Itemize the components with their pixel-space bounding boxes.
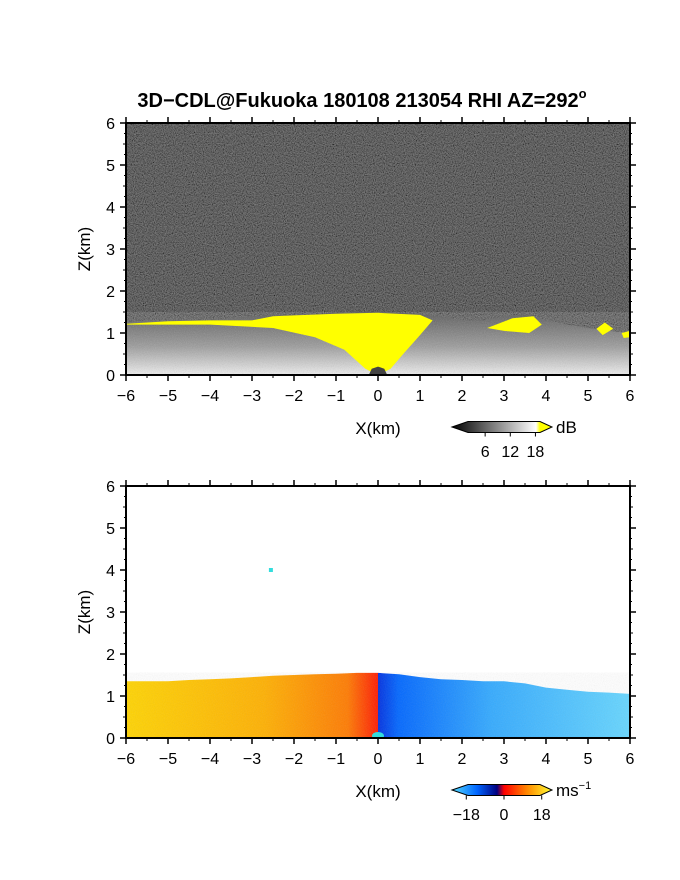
snr-saturated-patch	[621, 330, 630, 338]
snr-colorbar-tick-label: 12	[501, 444, 519, 461]
velocity-x-tick-label: 0	[374, 751, 383, 768]
snr-plot-area	[126, 123, 630, 375]
velocity-y-axis-label: Z(km)	[75, 590, 94, 634]
snr-colorbar-unit: dB	[556, 418, 577, 437]
velocity-left-grain	[126, 672, 378, 738]
velocity-axes: −6 −5 −4 −3 −2 −1 0 1 2 3 4 5 6 0 1 2 3 4 5 6	[106, 479, 636, 768]
snr-x-tick-label: −4	[201, 388, 219, 405]
velocity-colorbar-ramp	[450, 784, 554, 796]
snr-colorbar-tick-label: 6	[481, 444, 490, 461]
velocity-panel: −6 −5 −4 −3 −2 −1 0 1 2 3 4 5 6 0 1 2 3 4 5 6 X(km) Z(km) −…	[75, 479, 636, 824]
chart-title: 3D−CDL@Fukuoka 180108 213054 RHI AZ=292o	[137, 86, 586, 112]
velocity-y-tick-label: 6	[106, 479, 115, 496]
velocity-x-tick-label: 4	[542, 751, 551, 768]
snr-y-tick-label: 0	[106, 368, 115, 385]
snr-y-tick-label: 5	[106, 158, 115, 175]
velocity-x-tick-label: −6	[117, 751, 135, 768]
velocity-x-tick-label: −2	[285, 751, 303, 768]
snr-axes: −6 −5 −4 −3 −2 −1 0 1 2 3 4 5 6 0 1 2 3 4 5 6	[106, 116, 636, 405]
snr-x-tick-label: −6	[117, 388, 135, 405]
snr-x-tick-label: 6	[626, 388, 635, 405]
velocity-x-tick-label: −1	[327, 751, 345, 768]
snr-saturated-patch	[596, 322, 614, 336]
velocity-colorbar-ticks: −18 0 18	[453, 795, 551, 824]
velocity-right-grain	[378, 672, 630, 738]
snr-y-axis-label: Z(km)	[75, 227, 94, 271]
snr-x-tick-label: 2	[458, 388, 467, 405]
velocity-plot-area	[126, 486, 630, 738]
snr-colorbar-tick-label: 18	[527, 444, 545, 461]
snr-x-tick-label: −3	[243, 388, 261, 405]
velocity-x-tick-label: −3	[243, 751, 261, 768]
snr-y-tick-label: 4	[106, 200, 115, 217]
snr-origin-shadow	[368, 366, 388, 375]
snr-colorbar-ramp	[450, 421, 554, 433]
snr-x-tick-label: −1	[327, 388, 345, 405]
velocity-x-axis-label: X(km)	[355, 782, 400, 801]
velocity-y-tick-label: 2	[106, 647, 115, 664]
velocity-colorbar-tick-label: 18	[533, 807, 551, 824]
snr-x-axis-label: X(km)	[355, 419, 400, 438]
velocity-x-tick-label: 6	[626, 751, 635, 768]
snr-saturated-patch	[487, 316, 542, 333]
snr-y-tick-label: 6	[106, 116, 115, 133]
snr-x-tick-label: 3	[500, 388, 509, 405]
velocity-x-tick-label: −4	[201, 751, 219, 768]
snr-saturated-region	[126, 312, 433, 375]
snr-y-tick-label: 3	[106, 242, 115, 259]
velocity-y-tick-label: 4	[106, 563, 115, 580]
velocity-x-tick-label: 2	[458, 751, 467, 768]
snr-saturated-patches	[487, 316, 630, 338]
velocity-colorbar-unit: ms−1	[556, 780, 591, 800]
snr-x-tick-label: −2	[285, 388, 303, 405]
velocity-colorbar: −18 0 18 ms−1	[450, 780, 591, 824]
snr-y-tick-label: 2	[106, 284, 115, 301]
velocity-x-tick-label: 1	[416, 751, 425, 768]
snr-x-tick-label: 4	[542, 388, 551, 405]
velocity-isolated-echo	[268, 568, 273, 572]
snr-colorbar-ticks: 6 12 18	[481, 432, 545, 461]
velocity-colorbar-tick-label: −18	[453, 807, 480, 824]
snr-x-tick-label: 5	[584, 388, 593, 405]
velocity-origin-spot	[372, 732, 384, 738]
velocity-x-tick-label: 3	[500, 751, 509, 768]
snr-x-tick-label: 1	[416, 388, 425, 405]
velocity-x-tick-label: −5	[159, 751, 177, 768]
velocity-y-tick-label: 0	[106, 731, 115, 748]
snr-x-tick-label: 0	[374, 388, 383, 405]
velocity-x-tick-label: 5	[584, 751, 593, 768]
snr-y-tick-label: 1	[106, 326, 115, 343]
velocity-y-tick-label: 5	[106, 521, 115, 538]
velocity-y-tick-label: 1	[106, 689, 115, 706]
snr-x-tick-label: −5	[159, 388, 177, 405]
snr-colorbar: 6 12 18 dB	[450, 418, 577, 461]
velocity-y-tick-label: 3	[106, 605, 115, 622]
velocity-colorbar-tick-label: 0	[500, 807, 509, 824]
